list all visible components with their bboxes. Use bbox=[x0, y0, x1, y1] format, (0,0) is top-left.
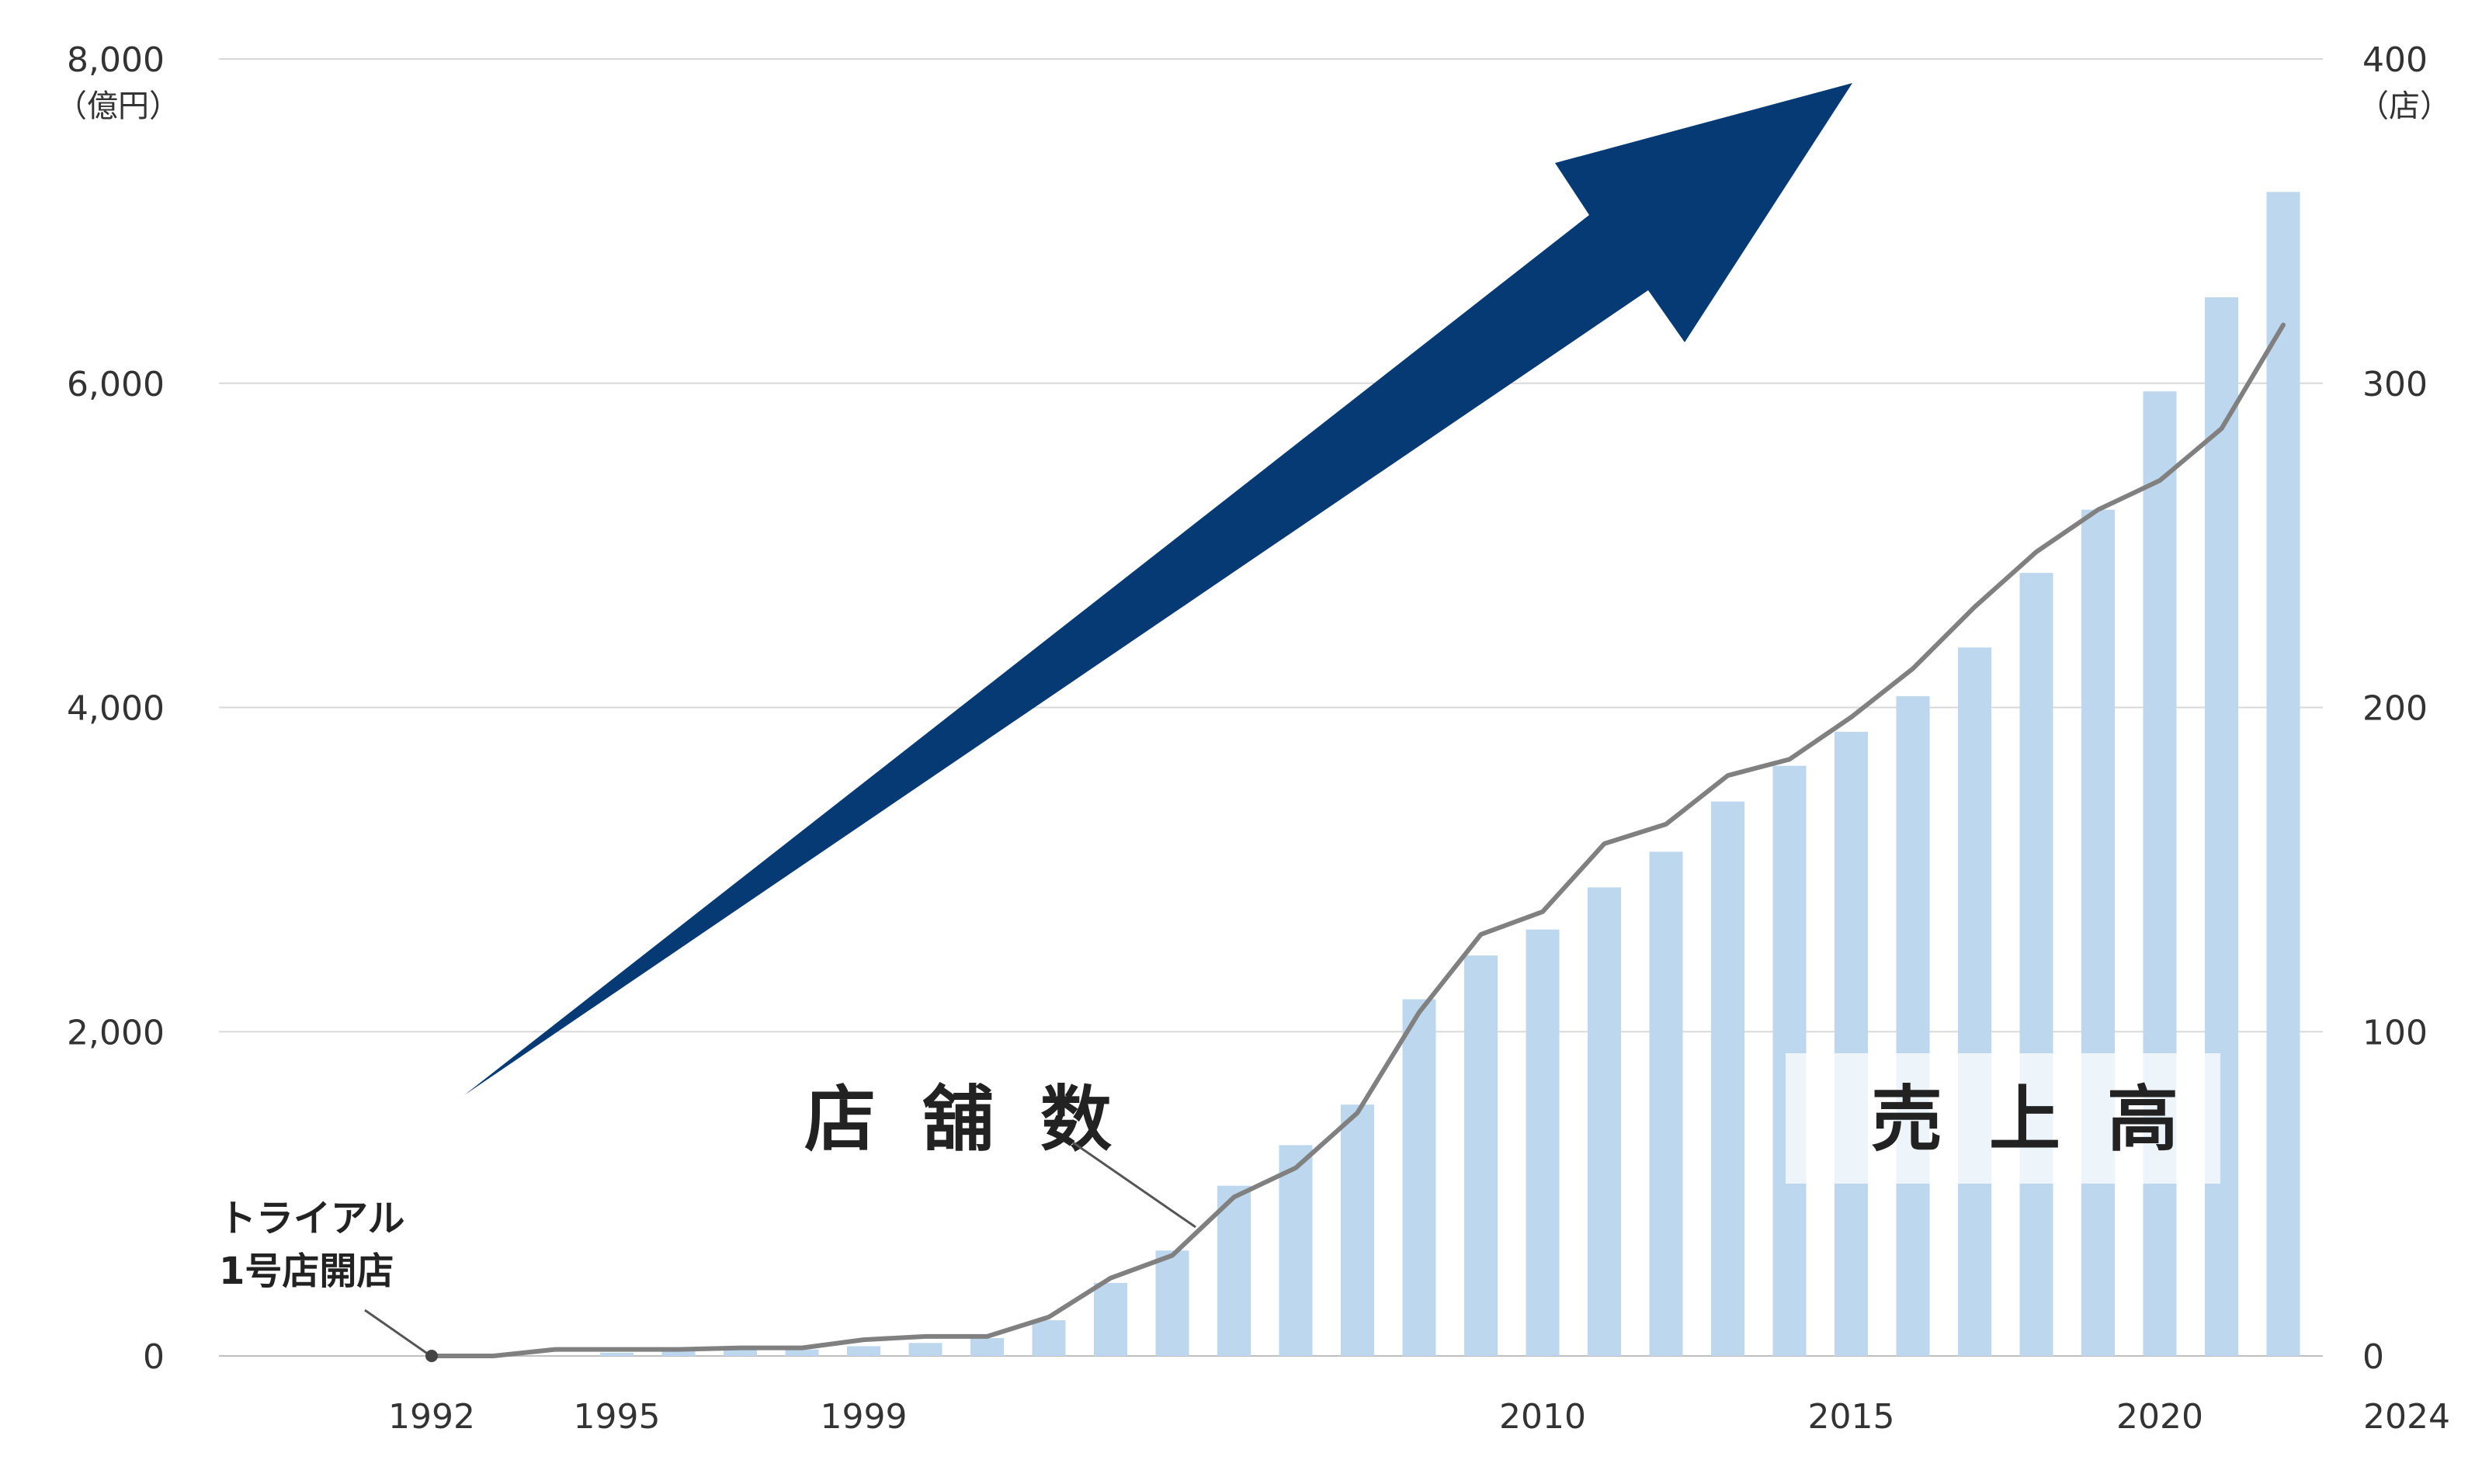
sales-bar bbox=[1896, 695, 1930, 1356]
sales-bar bbox=[1032, 1320, 1066, 1356]
x-axis-tick-label: 2024 bbox=[2363, 1397, 2450, 1437]
sales-bar bbox=[1464, 955, 1498, 1356]
sales-bar bbox=[1217, 1185, 1251, 1356]
sales-bar bbox=[2143, 391, 2177, 1357]
sales-bar bbox=[2205, 297, 2238, 1356]
sales-bar bbox=[1526, 929, 1560, 1356]
growth-arrow-shape bbox=[464, 83, 1852, 1095]
left-axis-unit: （億円） bbox=[56, 88, 180, 124]
sales-bar bbox=[785, 1349, 819, 1356]
x-axis-tick-label: 2010 bbox=[1499, 1397, 1586, 1437]
sales-label: 売 上 高 bbox=[1871, 1078, 2189, 1161]
store-count-leader-line bbox=[1072, 1141, 1196, 1229]
right-axis-tick-label: 200 bbox=[2362, 689, 2428, 729]
growth-arrow bbox=[464, 83, 1852, 1095]
sales-bar bbox=[1094, 1283, 1127, 1356]
first-store-note-line2: 1号店開店 bbox=[219, 1250, 394, 1293]
first-store-leader-line bbox=[364, 1309, 429, 1356]
sales-bar bbox=[1279, 1145, 1313, 1356]
store-count-line-group bbox=[429, 322, 2286, 1358]
left-axis-tick-label: 2,000 bbox=[67, 1013, 165, 1052]
sales-label-box bbox=[1786, 1053, 2220, 1184]
x-axis-ticks: 1992 1995 1999 2010 2015 2020 2024 bbox=[388, 1397, 2450, 1437]
right-axis-tick-label: 300 bbox=[2362, 365, 2428, 404]
x-axis-tick-label: 2015 bbox=[1808, 1397, 1895, 1437]
right-axis-ticks: 0 100 200 300 400 bbox=[2362, 40, 2428, 1377]
sales-bar bbox=[1835, 731, 1868, 1356]
left-axis-ticks: 0 2,000 4,000 6,000 8,000 bbox=[67, 40, 165, 1377]
first-store-marker bbox=[425, 1350, 438, 1362]
right-axis-tick-label: 0 bbox=[2362, 1337, 2384, 1377]
sales-bar bbox=[1958, 647, 1991, 1356]
sales-bar bbox=[1588, 887, 1621, 1356]
sales-bar bbox=[661, 1351, 696, 1356]
right-axis-tick-label: 400 bbox=[2362, 40, 2428, 80]
left-axis-tick-label: 0 bbox=[143, 1337, 165, 1377]
sales-bar bbox=[1155, 1250, 1189, 1356]
sales-bar bbox=[1649, 851, 1683, 1356]
store-count-line bbox=[429, 322, 2286, 1358]
sales-bar bbox=[970, 1338, 1004, 1356]
right-axis-unit: （店） bbox=[2358, 88, 2451, 124]
x-axis-tick-label: 1992 bbox=[388, 1397, 475, 1437]
left-axis-tick-label: 8,000 bbox=[67, 40, 165, 80]
x-axis-tick-label: 2020 bbox=[2116, 1397, 2203, 1437]
sales-bar bbox=[724, 1347, 757, 1356]
sales-bar bbox=[908, 1343, 942, 1356]
left-axis-tick-label: 6,000 bbox=[67, 365, 165, 404]
right-axis-tick-label: 100 bbox=[2362, 1013, 2428, 1052]
first-store-note-line1: トライアル bbox=[219, 1197, 405, 1240]
sales-bar bbox=[1341, 1104, 1374, 1356]
sales-bar bbox=[2019, 573, 2053, 1356]
sales-bar bbox=[2081, 509, 2115, 1356]
sales-bars bbox=[600, 192, 2300, 1357]
left-axis-tick-label: 4,000 bbox=[67, 689, 165, 729]
sales-bar bbox=[1711, 801, 1744, 1356]
x-axis-tick-label: 1995 bbox=[574, 1397, 661, 1437]
x-axis-tick-label: 1999 bbox=[821, 1397, 908, 1437]
store-count-label: 店 舖 数 bbox=[804, 1078, 1123, 1161]
sales-bar bbox=[1402, 999, 1436, 1356]
sales-bar bbox=[847, 1346, 880, 1356]
sales-bar bbox=[600, 1352, 634, 1356]
sales-bar bbox=[2266, 192, 2300, 1357]
